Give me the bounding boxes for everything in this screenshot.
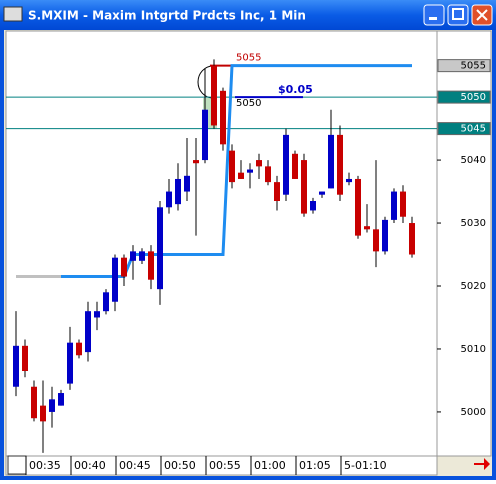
candle-body xyxy=(175,178,181,205)
close-icon xyxy=(476,9,488,21)
minimize-icon xyxy=(429,17,437,20)
candle-body xyxy=(274,182,280,201)
candle-body xyxy=(211,65,217,126)
candle-body xyxy=(256,160,262,167)
candle-body xyxy=(382,219,388,252)
candle-body xyxy=(58,393,64,406)
corner-box xyxy=(7,455,27,475)
x-tick-label: 5-01:10 xyxy=(344,459,387,472)
y-tick-label: 5000 xyxy=(461,407,486,418)
scroll-arrow[interactable] xyxy=(474,458,490,470)
candle-body xyxy=(22,345,28,371)
candle-body xyxy=(76,342,82,356)
annotation: 5055 xyxy=(236,53,261,64)
trail-line xyxy=(61,64,412,279)
candle-body xyxy=(238,172,244,179)
candle-body xyxy=(184,175,190,192)
level-box xyxy=(437,122,491,136)
y-tick-label: 5030 xyxy=(461,218,486,229)
candle-body xyxy=(13,345,19,387)
candle-body xyxy=(247,169,253,173)
candle-body xyxy=(373,229,379,252)
y-tick-label: 5040 xyxy=(461,155,486,166)
candle-body xyxy=(319,191,325,195)
candle-body xyxy=(346,178,352,183)
x-tick-label: 00:40 xyxy=(74,459,106,472)
window-title: S.MXIM - Maxim Intgrtd Prdcts Inc, 1 Min xyxy=(28,9,306,23)
candle-body xyxy=(130,251,136,261)
candle-body xyxy=(292,153,298,179)
minimize-button[interactable] xyxy=(423,4,445,26)
candle-body xyxy=(112,257,118,302)
title-bar xyxy=(0,0,496,30)
candle-body xyxy=(355,178,361,236)
candle-body xyxy=(229,150,235,183)
x-tick-label: 00:50 xyxy=(164,459,196,472)
candle-body xyxy=(391,191,397,220)
level-box xyxy=(437,90,491,104)
candle-body xyxy=(148,251,154,280)
candle-body xyxy=(310,201,316,211)
y-tick-label: 5010 xyxy=(461,344,486,355)
level-box xyxy=(437,59,491,73)
candle-body xyxy=(328,134,334,189)
candle-body xyxy=(400,191,406,217)
x-tick-label: 00:35 xyxy=(29,459,61,472)
time-axis xyxy=(5,455,438,476)
candle-body xyxy=(166,191,172,208)
candle-body xyxy=(85,311,91,353)
candle-body xyxy=(202,109,208,161)
candle-body xyxy=(265,166,271,183)
x-tick-label: 00:45 xyxy=(119,459,151,472)
candle-body xyxy=(121,257,127,277)
candle-body xyxy=(94,311,100,318)
candle-body xyxy=(193,160,199,164)
candle-body xyxy=(49,399,55,412)
x-tick-label: 00:55 xyxy=(209,459,241,472)
candle-body xyxy=(157,207,163,290)
candle-body xyxy=(409,223,415,255)
app-icon xyxy=(3,6,23,22)
candle-body xyxy=(364,226,370,230)
level-label: 5055 xyxy=(461,61,486,72)
candle-body xyxy=(139,251,145,261)
candle-body xyxy=(67,342,73,384)
candle-body xyxy=(40,405,46,422)
x-tick-label: 01:05 xyxy=(299,459,331,472)
candle-body xyxy=(220,90,226,145)
y-tick-label: 5020 xyxy=(461,281,486,292)
candle-body xyxy=(301,160,307,214)
level-label: 5045 xyxy=(461,124,486,135)
candle-body xyxy=(283,134,289,195)
annotation: $0.05 xyxy=(278,83,313,96)
x-tick-label: 01:00 xyxy=(254,459,286,472)
maximize-icon xyxy=(452,8,464,20)
level-label: 5050 xyxy=(461,92,486,103)
candle-body xyxy=(337,134,343,195)
annotation: 5050 xyxy=(236,98,261,109)
candle-body xyxy=(31,386,37,419)
candle-body xyxy=(103,292,109,312)
